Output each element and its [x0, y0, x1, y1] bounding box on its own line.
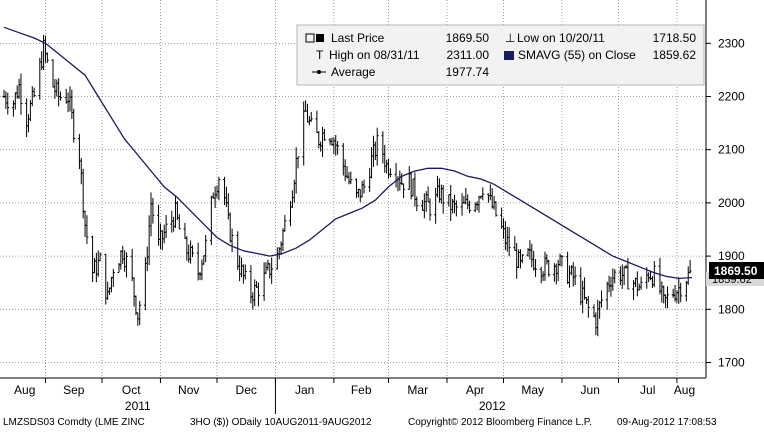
sma-series [3, 26, 693, 280]
price-tag-value: 1869.50 [714, 264, 758, 278]
footer-timestamp: 09-Aug-2012 17:08:53 [617, 417, 717, 428]
footer-copyright: Copyright© 2012 Bloomberg Finance L.P. [408, 417, 592, 428]
legend-high-value: 2311.00 [447, 48, 490, 62]
last-price-swatch-icon [305, 33, 315, 43]
low-marker-icon: ⊥ [505, 31, 515, 45]
x-month-label: Jun [581, 383, 600, 397]
x-month-label: Dec [236, 383, 257, 397]
last-price-filled-icon [316, 34, 324, 42]
x-month-label: Apr [466, 383, 485, 397]
y-tick-label: 2200 [718, 90, 745, 104]
x-month-label: May [521, 383, 544, 397]
legend-average-value: 1977.74 [446, 65, 490, 79]
y-tick-label: 1800 [718, 302, 745, 316]
x-month-label: Feb [351, 383, 372, 397]
price-tag-box [709, 262, 764, 279]
y-tick-label: 2300 [718, 36, 745, 50]
legend-last-price-label: Last Price [331, 31, 385, 45]
x-year-label: 2011 [125, 399, 151, 413]
x-month-label: Aug [14, 383, 35, 397]
price-bars [2, 34, 692, 337]
y-tick-label: 2100 [718, 143, 745, 157]
footer-period: 3HO ($)) ODaily 10AUG2011-9AUG2012 [190, 417, 372, 428]
legend-last-price-value: 1869.50 [446, 31, 490, 45]
plot-frame [0, 0, 707, 379]
y-tick-label: 1700 [718, 356, 745, 370]
legend-low-value: 1718.50 [653, 31, 697, 45]
legend: Last Price 1869.50 ⊥ Low on 10/20/11 171… [296, 24, 705, 86]
x-month-label: Mar [407, 383, 428, 397]
x-axis: Aug Sep Oct Nov Dec Jan Feb Mar Apr May Jun Jul Aug 2… [14, 378, 695, 414]
footer-bar: LMZSDS03 Comdty (LME ZINC 3HO ($)) ODail… [0, 414, 764, 432]
legend-sma-value: 1859.62 [653, 48, 697, 62]
footer-ticker: LMZSDS03 Comdty (LME ZINC [3, 417, 145, 428]
x-month-label: Aug [674, 383, 695, 397]
x-year-label: 2012 [479, 399, 506, 413]
sma-swatch-icon [504, 51, 514, 60]
legend-low-label: Low on 10/20/11 [517, 31, 605, 45]
legend-average-label: Average [331, 65, 376, 79]
x-month-label: Nov [178, 383, 199, 397]
y-tick-label: 1900 [718, 249, 745, 263]
y-tick-label: 2000 [718, 196, 745, 210]
x-month-label: Jan [295, 383, 314, 397]
x-month-label: Sep [63, 383, 85, 397]
legend-high-label: High on 08/31/11 [329, 48, 420, 62]
legend-box [296, 24, 705, 86]
sma-line [3, 26, 693, 280]
x-month-label: Oct [122, 383, 141, 397]
x-month-label: Jul [640, 383, 655, 397]
average-dot-icon [317, 70, 321, 74]
y-axis: 1700 1800 1900 2000 2100 2200 2300 [706, 36, 745, 370]
price-chart: 1700 1800 1900 2000 2100 2200 2300 Aug Sep Oct No… [0, 0, 764, 414]
legend-sma-label: SMAVG (55) on Close [518, 48, 636, 62]
price-tag: 1859.62 1869.50 [706, 262, 764, 286]
high-marker-icon: T [316, 48, 324, 62]
